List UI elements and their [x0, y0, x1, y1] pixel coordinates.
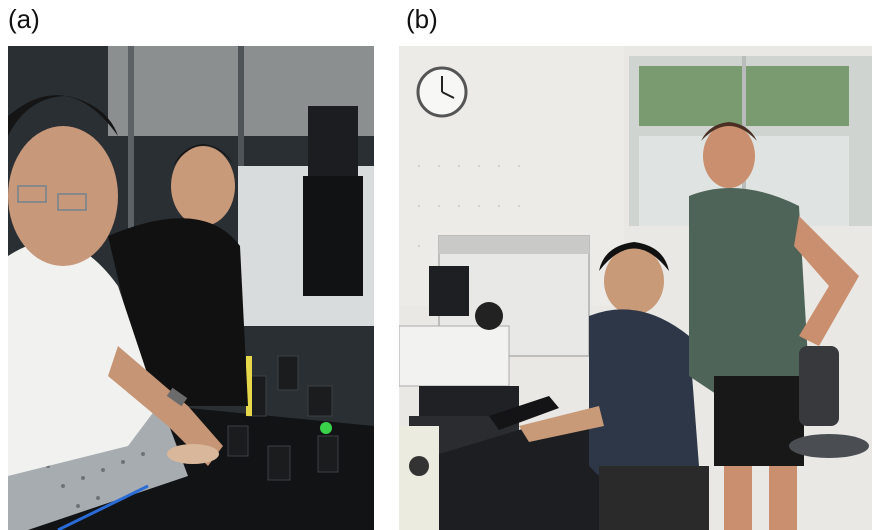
photo-a-illustration	[8, 46, 374, 530]
photo-b-illustration	[399, 46, 872, 530]
photo-a-optics-lab	[8, 46, 374, 530]
panel-b-label: (b)	[406, 4, 438, 34]
photo-b-microscope-lab	[399, 46, 872, 530]
panel-a-label: (a)	[8, 4, 40, 34]
